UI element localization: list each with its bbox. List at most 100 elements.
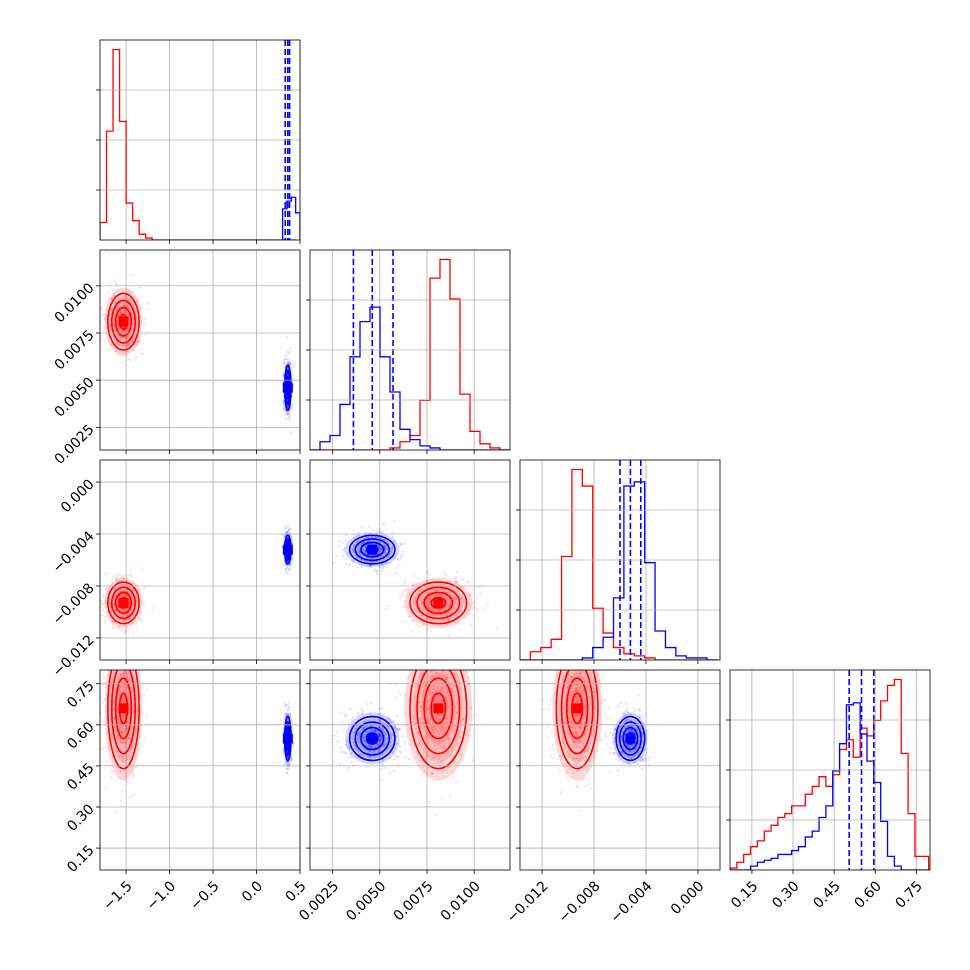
y-tick-label: 0.15	[64, 842, 97, 875]
scatter-panel-2-0: −0.012−0.008−0.004 0.000	[50, 459, 301, 680]
y-tick-label: 0.30	[64, 801, 97, 834]
density-fill	[104, 670, 143, 781]
density-contour	[571, 692, 584, 725]
density-contour	[110, 299, 137, 344]
x-tick-label: −1.5	[100, 878, 135, 913]
x-tick-label: −0.5	[187, 878, 222, 913]
density-contour	[416, 670, 461, 755]
density-contour	[110, 586, 137, 620]
y-tick-label: 0.000	[58, 476, 98, 516]
density-contour	[416, 586, 461, 620]
y-tick-label: −0.008	[50, 580, 98, 628]
panel-frame	[99, 669, 301, 871]
x-tick-label: 0.0100	[438, 878, 484, 924]
density-contour	[622, 726, 639, 751]
panel-frame	[99, 459, 301, 661]
density-peak	[118, 316, 129, 327]
y-tick-label: 0.0100	[52, 280, 98, 326]
density-contour	[348, 534, 396, 565]
density-contour	[360, 541, 385, 558]
density-peak	[118, 703, 129, 714]
density-contour	[114, 677, 133, 740]
density-contour	[423, 591, 454, 615]
density-peak	[367, 733, 378, 744]
x-tick-label: 0.0050	[343, 878, 389, 924]
density-contour	[107, 670, 140, 770]
x-tick-label: 0.15	[728, 878, 761, 911]
x-tick-label: −1.0	[144, 878, 179, 913]
density-contour	[110, 670, 137, 755]
density-contour	[430, 596, 447, 609]
density-contour	[354, 721, 391, 756]
panel-frame	[519, 459, 721, 661]
y-tick-label: 0.75	[64, 678, 97, 711]
density-contour	[618, 721, 642, 756]
density-peak	[625, 733, 636, 744]
x-tick-label: −0.008	[556, 878, 604, 926]
histogram-series-1	[310, 306, 510, 450]
x-tick-label: 0.000	[668, 878, 708, 918]
panel-frame	[99, 249, 301, 451]
hist-panel-0	[96, 39, 301, 244]
panel-frame	[99, 39, 301, 241]
density-contour	[107, 292, 140, 351]
density-peak	[118, 597, 129, 608]
density-contour	[560, 670, 594, 755]
panel-frame	[309, 459, 511, 661]
panel-frame	[309, 249, 511, 451]
panel-frame	[309, 669, 511, 871]
x-tick-label: −0.012	[504, 878, 552, 926]
x-tick-label: 0.0	[239, 878, 266, 905]
hist-panel-2	[516, 459, 721, 664]
density-contour	[114, 591, 133, 615]
y-tick-label: 0.60	[64, 719, 97, 752]
density-peak	[282, 544, 293, 555]
y-tick-label: −0.004	[50, 528, 98, 576]
density-contour	[430, 692, 447, 725]
density-contour	[365, 732, 379, 745]
scatter-panel-3-1: 0.0025 0.0050 0.0075 0.0100	[296, 669, 511, 924]
density-contour	[555, 670, 599, 770]
hist-panel-3: 0.15 0.30 0.45 0.60 0.75	[726, 669, 931, 912]
histogram-series-0	[730, 678, 930, 870]
y-tick-label: 0.0025	[52, 422, 98, 468]
scatter-panel-3-0: −1.5 −1.0 −0.5 0.0 0.5 0.15 0.30 0.45 0.60 0.75	[64, 669, 310, 914]
histogram-series-0	[100, 48, 296, 240]
y-tick-label: 0.0050	[52, 375, 98, 421]
y-tick-label: 0.45	[64, 760, 97, 793]
scatter-panel-2-1	[306, 459, 511, 664]
density-contour	[615, 715, 646, 762]
panel-frame	[519, 669, 721, 871]
density-contour	[409, 581, 468, 625]
density-contour	[348, 715, 396, 762]
histogram-series-1	[281, 196, 300, 240]
y-tick-label: 0.0075	[52, 327, 98, 373]
scatter-panel-3-2: −0.012 −0.008 −0.004 0.000	[504, 669, 721, 926]
histogram-series-1	[730, 702, 929, 870]
density-peak	[572, 703, 583, 714]
hist-panel-1	[306, 249, 511, 454]
density-peak	[433, 597, 444, 608]
density-contour	[354, 538, 391, 562]
density-fill	[552, 670, 603, 781]
density-fill	[404, 670, 473, 781]
density-contour	[423, 677, 454, 740]
density-peak	[282, 733, 293, 744]
density-peak	[433, 703, 444, 714]
density-contour	[409, 670, 468, 770]
density-contour	[565, 677, 589, 740]
density-contour	[107, 581, 140, 625]
density-peak	[282, 382, 293, 393]
x-tick-label: 0.60	[851, 878, 884, 911]
density-contour	[114, 306, 133, 337]
density-contour	[360, 726, 385, 751]
x-tick-label: −0.004	[608, 878, 656, 926]
x-tick-label: 0.75	[893, 878, 926, 911]
x-tick-label: 0.5	[283, 878, 310, 905]
x-tick-label: 0.0075	[391, 878, 437, 924]
density-peak	[367, 544, 378, 555]
y-tick-label: −0.012	[50, 632, 98, 680]
x-tick-label: 0.45	[810, 878, 843, 911]
